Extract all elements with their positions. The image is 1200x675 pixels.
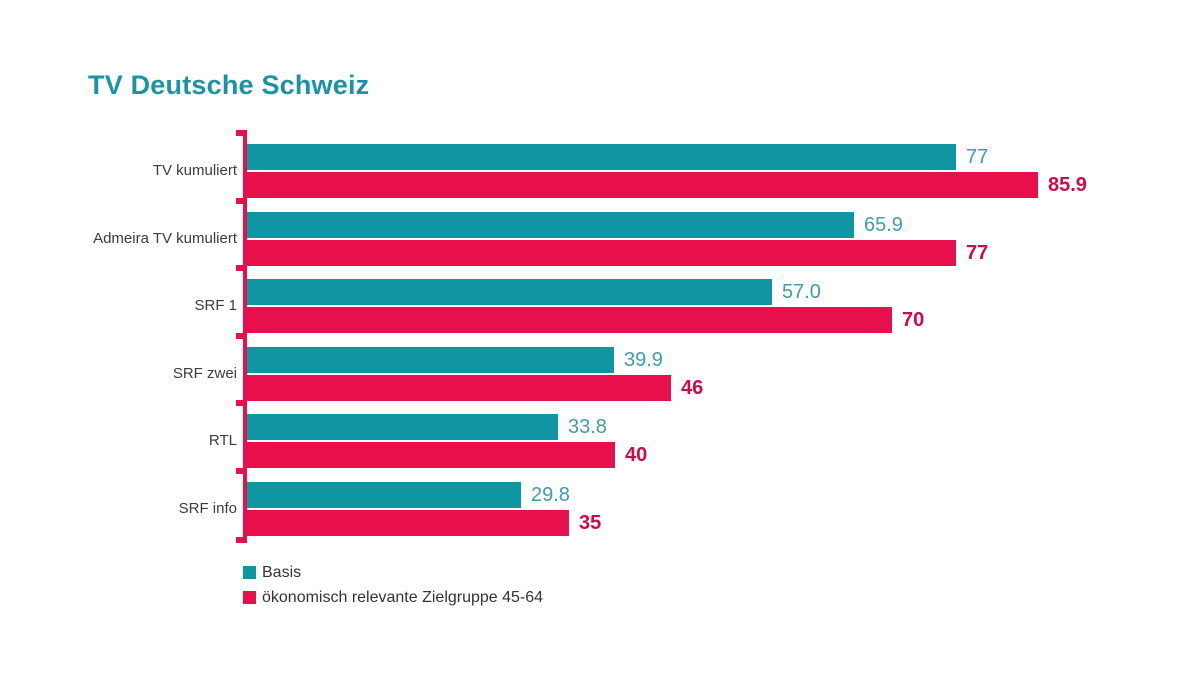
value-label-zielgruppe: 77 xyxy=(966,242,989,264)
bar-zielgruppe xyxy=(247,442,615,468)
y-axis-tick xyxy=(236,333,244,339)
legend-swatch-zielgruppe-icon xyxy=(243,591,256,604)
value-label-basis: 29.8 xyxy=(531,484,570,506)
category-label: SRF zwei xyxy=(172,365,237,382)
y-axis-line xyxy=(243,130,247,543)
chart-title: TV Deutsche Schweiz xyxy=(88,70,370,100)
value-label-zielgruppe: 85.9 xyxy=(1048,174,1087,196)
legend: Basis ökonomisch relevante Zielgruppe 45… xyxy=(243,561,543,609)
value-label-zielgruppe: 40 xyxy=(625,444,648,466)
category-label: SRF 1 xyxy=(194,297,237,314)
legend-label-zielgruppe: ökonomisch relevante Zielgruppe 45-64 xyxy=(262,588,544,606)
y-axis-tick xyxy=(236,468,244,474)
bar-basis xyxy=(247,414,558,440)
bar-zielgruppe xyxy=(247,375,671,401)
bar-basis xyxy=(247,347,614,373)
y-axis-tick xyxy=(236,265,244,271)
category-label: Admeira TV kumuliert xyxy=(93,230,237,247)
legend-swatch-basis-icon xyxy=(243,566,256,579)
legend-item-basis: Basis xyxy=(243,561,543,584)
value-label-basis: 65.9 xyxy=(864,214,903,236)
category-label: SRF info xyxy=(178,500,237,517)
y-axis-tick xyxy=(236,198,244,204)
category-label: TV kumuliert xyxy=(152,162,237,179)
bar-zielgruppe xyxy=(247,172,1038,198)
value-label-basis: 39.9 xyxy=(624,349,663,371)
legend-label-basis: Basis xyxy=(262,563,302,581)
value-label-basis: 33.8 xyxy=(568,416,607,438)
value-label-zielgruppe: 46 xyxy=(681,377,704,399)
bar-basis xyxy=(247,212,854,238)
bar-basis xyxy=(247,482,521,508)
value-label-zielgruppe: 70 xyxy=(902,309,925,331)
bar-basis xyxy=(247,144,956,170)
category-label: RTL xyxy=(208,432,237,449)
bar-zielgruppe xyxy=(247,240,956,266)
value-label-zielgruppe: 35 xyxy=(579,512,602,534)
value-label-basis: 77 xyxy=(966,146,989,168)
legend-item-zielgruppe: ökonomisch relevante Zielgruppe 45-64 xyxy=(243,586,543,609)
y-axis-tick xyxy=(236,130,244,136)
bar-zielgruppe xyxy=(247,307,892,333)
bar-zielgruppe xyxy=(247,510,569,536)
y-axis-tick xyxy=(236,400,244,406)
bar-basis xyxy=(247,279,772,305)
value-label-basis: 57.0 xyxy=(782,281,821,303)
y-axis-tick xyxy=(236,537,244,543)
